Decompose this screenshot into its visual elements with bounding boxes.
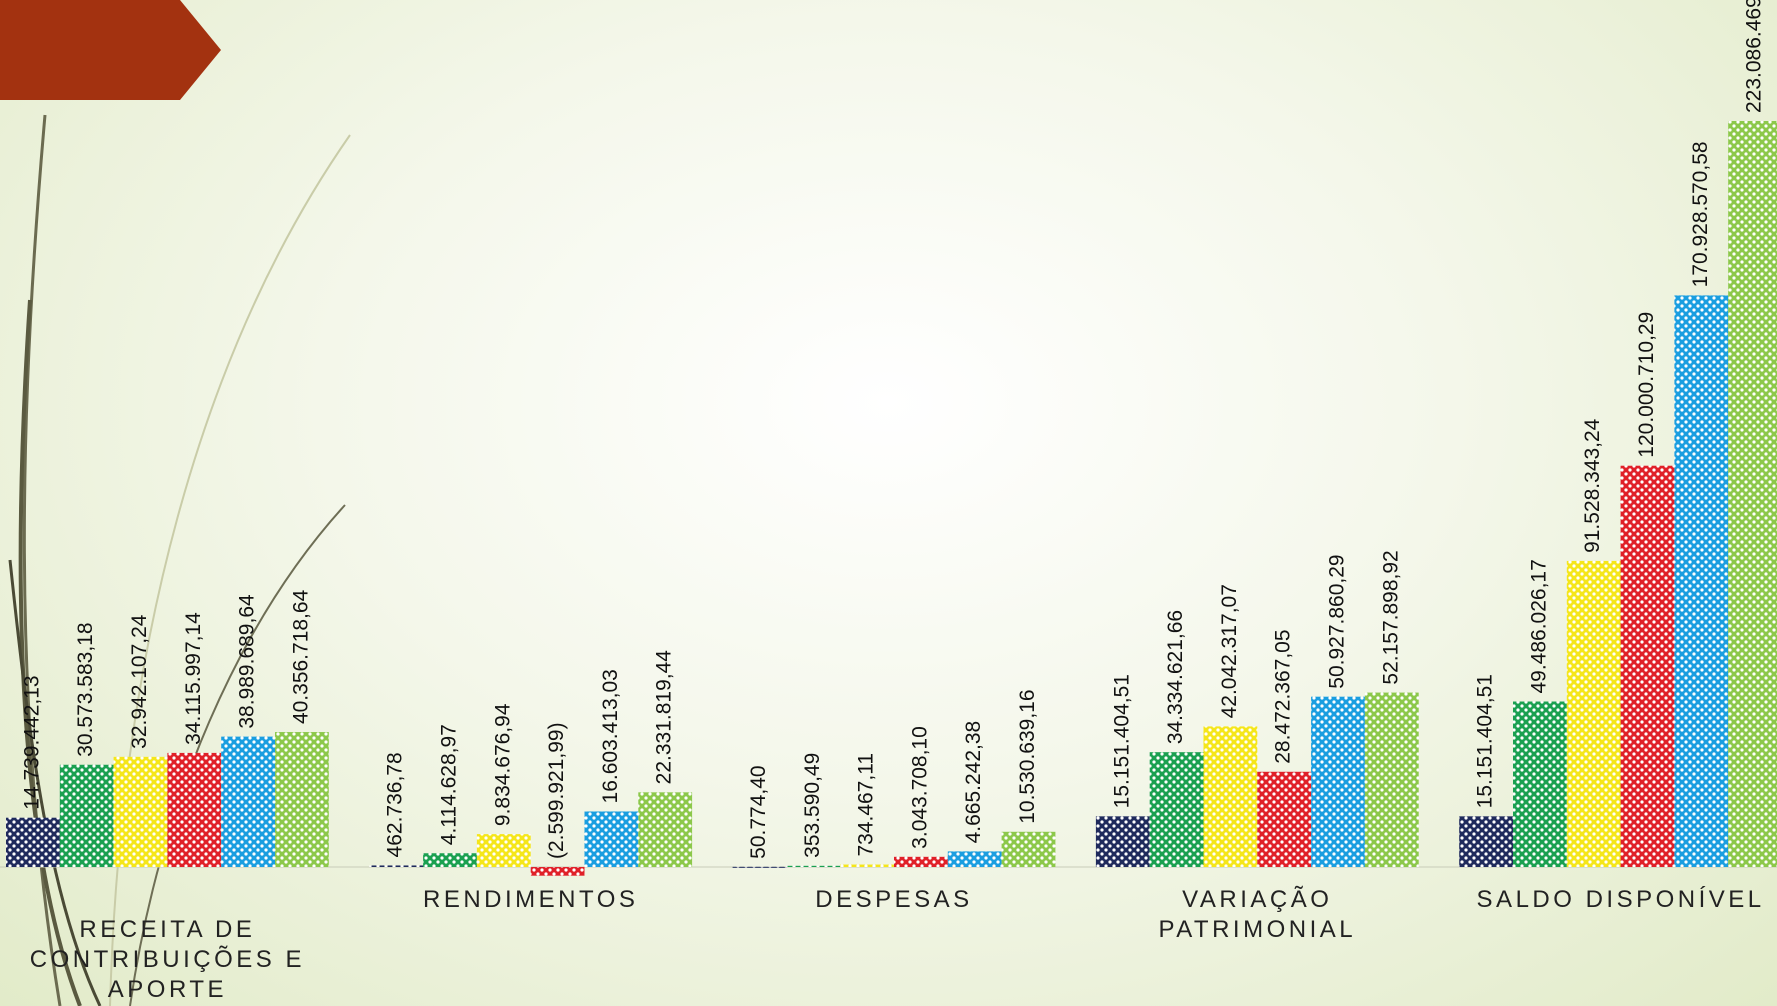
bar [1364,692,1419,867]
bar [1203,726,1258,867]
bar [113,756,168,867]
bar [1311,696,1365,867]
bar [1674,295,1729,867]
value-label: 32.942.107,24 [128,614,151,749]
value-label: 52.157.898,92 [1379,550,1402,684]
value-label: 40.356.718,64 [289,589,312,724]
value-label: (2.599.921,99) [545,722,568,859]
value-label: 4.665.242,38 [962,721,985,844]
bar [947,851,1002,867]
bar [1513,701,1567,867]
bar [1149,752,1204,867]
value-label: 50.774,40 [747,765,770,858]
value-label: 16.603.413,03 [599,669,622,803]
value-label: 38.989.689,64 [236,594,259,729]
value-label: 170.928.570,58 [1689,141,1712,287]
title-tab [0,0,221,100]
bar [1566,560,1621,867]
value-label: 120.000.710,29 [1635,312,1658,458]
value-label: 14.739.442,13 [20,675,43,809]
value-label: 10.530.639,16 [1016,689,1039,823]
bar [530,867,585,876]
bar [1095,816,1150,867]
bar [1620,465,1675,867]
value-label: 15.151.404,51 [1474,674,1497,808]
bar [1459,816,1513,867]
bar [221,736,275,867]
value-label: 34.334.621,66 [1164,610,1187,744]
bar [638,792,693,867]
bar [840,864,894,867]
bar [369,865,424,867]
category-label: SALDO DISPONÍVEL [1476,886,1765,913]
value-label: 734.467,11 [855,753,878,857]
bar [476,834,531,867]
bar [732,866,787,868]
bar [1728,121,1777,867]
value-label: 223.086.469,50 [1743,0,1766,113]
bar [786,865,841,867]
category-label: RENDIMENTOS [422,886,639,913]
bar [584,811,639,867]
category-label: VARIAÇÃO PATRIMONIAL [1158,886,1357,943]
value-label: 22.331.819,44 [653,650,676,785]
bar [6,817,60,867]
value-label: 353.590,49 [801,753,824,858]
bar [59,764,114,867]
value-label: 9.834.676,94 [491,703,514,826]
value-label: 30.573.583,18 [74,622,97,756]
value-label: 42.042.317,07 [1218,584,1241,718]
decoration [8,114,351,1006]
value-label: 4.114.628,97 [438,724,461,845]
bar [1001,831,1056,867]
value-label: 34.115.997,14 [182,612,205,745]
bar [423,853,477,867]
bar [894,856,948,867]
value-label: 49.486.026,17 [1527,559,1550,693]
value-label: 91.528.343,24 [1581,418,1604,553]
value-label: 50.927.860,29 [1326,554,1349,688]
value-label: 462.736,78 [384,752,407,857]
category-label: RECEITA DE CONTRIBUIÇÕES E APORTE [29,916,305,1003]
value-label: 28.472.367,05 [1272,629,1295,763]
bar [1257,771,1312,867]
bar [275,732,329,867]
category-label: DESPESAS [815,886,973,913]
bar [167,752,222,867]
value-label: 15.151.404,51 [1110,674,1133,808]
value-label: 3.043.708,10 [908,726,931,849]
